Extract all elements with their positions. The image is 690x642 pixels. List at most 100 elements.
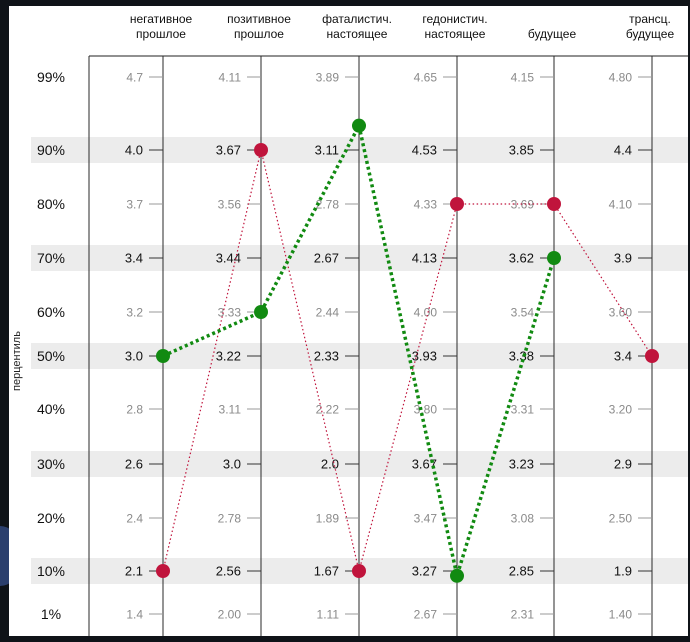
tick-label: 3.11	[219, 403, 242, 417]
column-title: настоящее	[327, 27, 388, 41]
tick-label: 3.67	[412, 457, 437, 472]
tick-label: 4.15	[511, 71, 535, 85]
tick-label: 3.47	[414, 512, 438, 526]
data-point	[156, 349, 170, 363]
tick-label: 3.60	[609, 306, 633, 320]
tick-label: 2.67	[314, 251, 339, 266]
percentile-row-label: 30%	[37, 456, 65, 472]
tick-label: 3.0	[223, 457, 241, 472]
tick-label: 2.00	[218, 608, 242, 622]
column-title: настоящее	[425, 27, 486, 41]
tick-label: 2.0	[321, 457, 339, 472]
data-point	[352, 564, 366, 578]
tick-label: 3.2	[126, 306, 143, 320]
data-point	[254, 305, 268, 319]
data-point	[547, 251, 561, 265]
tick-label: 3.7	[126, 198, 143, 212]
tick-label: 3.31	[511, 403, 535, 417]
column-title: гедонистич.	[422, 12, 487, 26]
tick-label: 4.80	[609, 71, 633, 85]
percentile-row-label: 90%	[37, 142, 65, 158]
tick-label: 2.78	[316, 198, 340, 212]
column-title: позитивное	[227, 12, 291, 26]
tick-label: 2.56	[216, 564, 241, 579]
tick-label: 2.1	[125, 564, 143, 579]
tick-label: 4.65	[414, 71, 438, 85]
tick-label: 3.0	[125, 349, 143, 364]
tick-label: 2.8	[126, 403, 143, 417]
tick-label: 3.85	[509, 143, 534, 158]
tick-label: 3.44	[216, 251, 241, 266]
tick-label: 1.40	[609, 608, 633, 622]
data-point	[645, 349, 659, 363]
series-line	[162, 149, 653, 572]
tick-label: 2.67	[414, 608, 438, 622]
tick-label: 3.69	[511, 198, 535, 212]
tick-label: 4.11	[219, 71, 242, 85]
column-title: прошлое	[234, 27, 284, 41]
column-title: фаталистич.	[322, 12, 392, 26]
column-title: будущее	[528, 27, 577, 41]
tick-label: 1.11	[317, 608, 340, 622]
percentile-row-label: 99%	[37, 69, 65, 85]
tick-label: 2.44	[316, 306, 340, 320]
tick-label: 4.13	[412, 251, 437, 266]
tick-label: 3.54	[511, 306, 535, 320]
series-line	[162, 120, 556, 583]
tick-label: 3.9	[614, 251, 632, 266]
percentile-row-label: 10%	[37, 563, 65, 579]
data-point	[156, 564, 170, 578]
tick-label: 3.08	[511, 512, 535, 526]
data-point	[450, 197, 464, 211]
percentile-row-label: 60%	[37, 304, 65, 320]
tick-label: 3.22	[216, 349, 241, 364]
tick-label: 1.9	[614, 564, 632, 579]
tick-label: 3.20	[609, 403, 633, 417]
tick-label: 2.50	[609, 512, 633, 526]
percentile-row-label: 70%	[37, 250, 65, 266]
tick-label: 2.22	[316, 403, 340, 417]
percentile-row-label: 40%	[37, 401, 65, 417]
tick-label: 3.11	[315, 143, 339, 158]
tick-label: 3.62	[509, 251, 534, 266]
tick-label: 4.0	[125, 143, 143, 158]
chart-panel: негативное прошлое позитивное прошлое фатали…	[9, 6, 688, 636]
y-axis-label: перцентиль	[11, 331, 23, 391]
column-title: будущее	[626, 27, 675, 41]
tick-label: 3.27	[412, 564, 437, 579]
tick-label: 3.4	[125, 251, 143, 266]
data-point	[450, 568, 464, 583]
tick-label: 3.38	[509, 349, 534, 364]
tick-label: 4.00	[414, 306, 438, 320]
column-title: трансц.	[629, 12, 671, 26]
percentile-chart: негативноепрошлоепозитивноепрошлоефатали…	[11, 12, 688, 636]
tick-label: 4.4	[614, 143, 632, 158]
tick-label: 3.67	[216, 143, 241, 158]
tick-label: 2.78	[218, 512, 242, 526]
tick-label: 4.7	[126, 71, 143, 85]
percentile-row-label: 1%	[41, 606, 61, 622]
data-point	[547, 197, 561, 211]
tick-label: 3.56	[218, 198, 242, 212]
column-title: негативное	[130, 12, 193, 26]
tick-label: 1.89	[316, 512, 340, 526]
tick-label: 2.33	[314, 349, 339, 364]
tick-label: 2.85	[509, 564, 534, 579]
column-title: прошлое	[136, 27, 186, 41]
tick-label: 3.80	[414, 403, 438, 417]
tick-label: 3.33	[218, 306, 242, 320]
tick-label: 3.89	[316, 71, 340, 85]
tick-label: 3.4	[614, 349, 632, 364]
tick-label: 2.4	[126, 512, 143, 526]
tick-label: 2.6	[125, 457, 143, 472]
tick-label: 3.23	[509, 457, 534, 472]
percentile-row-label: 80%	[37, 196, 65, 212]
tick-label: 4.33	[414, 198, 438, 212]
tick-label: 4.53	[412, 143, 437, 158]
percentile-row-label: 20%	[37, 510, 65, 526]
percentile-row-label: 50%	[37, 348, 65, 364]
tick-label: 3.93	[412, 349, 437, 364]
tick-label: 4.10	[609, 198, 633, 212]
tick-label: 1.67	[314, 564, 339, 579]
